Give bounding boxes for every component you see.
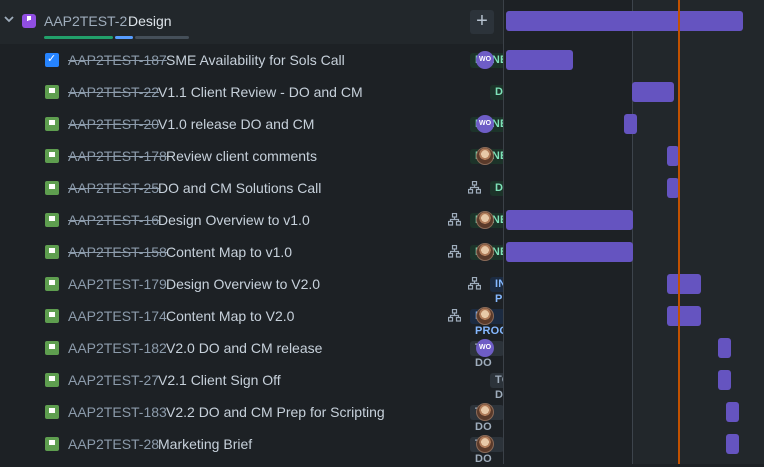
story-icon [45,405,59,419]
timeline-gridline [632,0,633,464]
issue-key[interactable]: AAP2TEST-179 [68,276,167,292]
issue-timeline-bar[interactable] [506,210,633,230]
issue-key[interactable]: AAP2TEST-28 [68,436,160,452]
assignee-avatar[interactable] [476,243,494,261]
epic-row[interactable]: AAP2TEST-2 Design + [0,0,504,44]
epic-title[interactable]: Design [128,13,172,29]
progress-todo-segment [135,36,189,39]
issue-key[interactable]: AAP2TEST-22 [68,84,160,100]
issue-summary[interactable]: Design Overview to V2.0 [166,276,321,292]
timeline-shaded-period [632,0,764,464]
assignee-avatar[interactable] [476,435,494,453]
chevron-down-icon[interactable] [4,14,14,24]
issue-timeline-bar[interactable] [632,82,674,102]
assignee-avatar[interactable] [476,403,494,421]
child-issues-icon[interactable] [448,309,461,322]
epic-icon [22,14,36,28]
story-icon [45,309,59,323]
issue-key[interactable]: AAP2TEST-174 [68,308,167,324]
epic-key[interactable]: AAP2TEST-2 [44,13,128,29]
story-icon [45,213,59,227]
story-icon [45,149,59,163]
issue-key[interactable]: AAP2TEST-183 [68,404,167,420]
issue-timeline-bar[interactable] [667,146,679,166]
issue-summary[interactable]: DO and CM Solutions Call [158,180,322,196]
issue-timeline-bar[interactable] [624,114,637,134]
progress-done-segment [44,36,113,39]
issue-row[interactable]: AAP2TEST-183 V2.2 DO and CM Prep for Scri… [0,396,504,433]
today-marker [678,0,680,464]
issue-timeline-bar[interactable] [718,370,731,390]
issue-timeline-bar[interactable] [667,178,679,198]
assignee-avatar[interactable]: WO [476,51,494,69]
assignee-avatar[interactable] [476,211,494,229]
story-icon [45,245,59,259]
issue-summary[interactable]: Design Overview to v1.0 [158,212,310,228]
assignee-avatar[interactable] [476,307,494,325]
issue-key[interactable]: AAP2TEST-178 [68,148,167,164]
issue-summary[interactable]: V2.1 Client Sign Off [158,372,281,388]
story-icon [45,277,59,291]
issue-row[interactable]: AAP2TEST-22 V1.1 Client Review - DO and C… [0,76,533,108]
issue-timeline-bar[interactable] [726,402,739,422]
child-issues-icon[interactable] [448,213,461,226]
task-icon [45,52,59,67]
issue-timeline-bar[interactable] [726,434,739,454]
story-icon [45,181,59,195]
issue-key[interactable]: AAP2TEST-27 [68,372,160,388]
issue-key[interactable]: AAP2TEST-187 [68,52,167,68]
story-icon [45,437,59,451]
issue-summary[interactable]: V1.0 release DO and CM [158,116,315,132]
epic-timeline-bar[interactable] [506,11,743,31]
child-issues-icon[interactable] [468,181,481,194]
issue-key[interactable]: AAP2TEST-16 [68,212,160,228]
issue-timeline-bar[interactable] [718,338,731,358]
child-issues-icon[interactable] [448,245,461,258]
panel-divider[interactable] [503,0,504,464]
issue-timeline-bar[interactable] [667,306,701,326]
issue-summary[interactable]: SME Availability for Sols Call [166,52,345,68]
child-issues-icon[interactable] [468,277,481,290]
issue-timeline-bar[interactable] [506,242,633,262]
issue-timeline-bar[interactable] [667,274,701,294]
progress-in-progress-segment [115,36,133,39]
assignee-avatar[interactable]: WO [476,339,494,357]
issue-summary[interactable]: V1.1 Client Review - DO and CM [158,84,363,100]
issue-key[interactable]: AAP2TEST-182 [68,340,167,356]
timeline-panel [504,0,764,464]
issue-key[interactable]: AAP2TEST-158 [68,244,167,260]
story-icon [45,85,59,99]
issue-summary[interactable]: Review client comments [166,148,317,164]
issue-summary[interactable]: Content Map to v1.0 [166,244,293,260]
story-icon [45,117,59,131]
add-child-button[interactable]: + [470,10,494,34]
assignee-avatar[interactable]: WO [476,115,494,133]
issue-summary[interactable]: V2.2 DO and CM Prep for Scripting [166,404,385,420]
story-icon [45,341,59,355]
story-icon [45,373,59,387]
issue-timeline-bar[interactable] [506,50,573,70]
issue-summary[interactable]: Content Map to V2.0 [166,308,295,324]
issue-summary[interactable]: Marketing Brief [158,436,253,452]
issue-key[interactable]: AAP2TEST-25 [68,180,160,196]
issue-key[interactable]: AAP2TEST-20 [68,116,160,132]
assignee-avatar[interactable] [476,147,494,165]
issue-summary[interactable]: V2.0 DO and CM release [166,340,323,356]
